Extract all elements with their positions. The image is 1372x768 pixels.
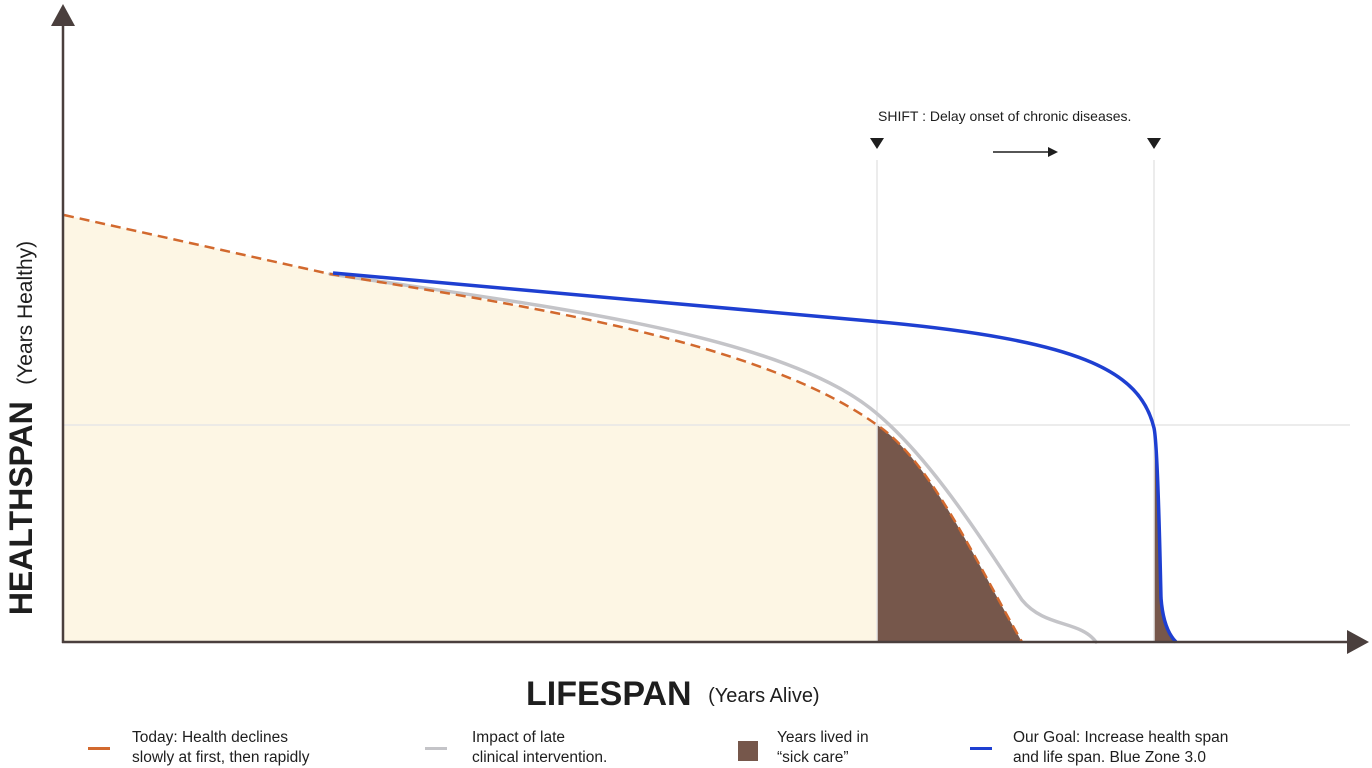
legend-label-sick-care: Years lived in “sick care” xyxy=(777,729,869,766)
goal-marker-triangle xyxy=(1147,138,1161,149)
y-axis-arrowhead xyxy=(51,4,75,26)
y-axis-title-main: HEALTHSPAN xyxy=(3,401,39,615)
legend-swatch-intervention xyxy=(425,747,447,750)
today-marker-triangle xyxy=(870,138,884,149)
legend: Today: Health declines slowly at first, … xyxy=(0,724,1372,768)
y-axis-title: HEALTHSPAN (Years Healthy) xyxy=(3,241,39,615)
sick-care-area-today xyxy=(877,425,1022,642)
intervention-curve xyxy=(328,272,1098,644)
x-axis-title-sub: (Years Alive) xyxy=(708,685,820,707)
legend-swatch-goal xyxy=(970,747,992,750)
legend-swatch-sick-care xyxy=(738,741,758,761)
x-axis-title-main: LIFESPAN xyxy=(526,675,692,713)
legend-label-intervention: Impact of late clinical intervention. xyxy=(472,729,608,766)
legend-label-today: Today: Health declines slowly at first, … xyxy=(132,729,310,766)
healthy-years-area xyxy=(64,215,877,642)
goal-curve xyxy=(332,271,1178,644)
y-axis-title-sub: (Years Healthy) xyxy=(14,241,37,385)
legend-label-goal: Our Goal: Increase health span and life … xyxy=(1013,729,1229,766)
healthspan-lifespan-diagram: SHIFT : Delay onset of chronic diseases.… xyxy=(3,4,1369,713)
shift-annotation-text: SHIFT : Delay onset of chronic diseases. xyxy=(878,108,1131,124)
shift-arrow-head xyxy=(1048,147,1058,157)
x-axis-title: LIFESPAN (Years Alive) xyxy=(526,675,820,713)
x-axis-arrowhead xyxy=(1347,630,1369,654)
legend-swatch-today xyxy=(88,747,110,750)
